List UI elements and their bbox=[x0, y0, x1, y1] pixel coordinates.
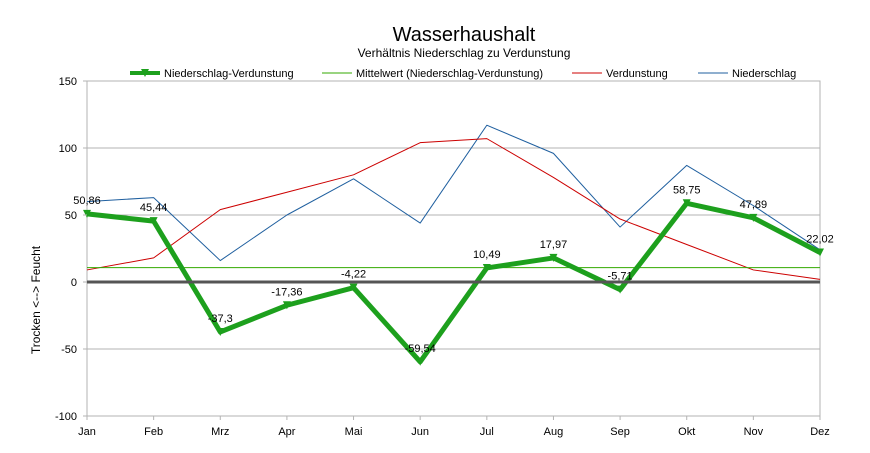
x-tick-label: Feb bbox=[144, 426, 163, 438]
data-label: -5,71 bbox=[608, 271, 633, 283]
data-label: 58,75 bbox=[673, 184, 701, 196]
chart-subtitle: Verhältnis Niederschlag zu Verdunstung bbox=[358, 46, 571, 60]
x-tick-label: Mai bbox=[345, 426, 363, 438]
x-tick-label: Jan bbox=[78, 426, 96, 438]
data-label: 22,02 bbox=[806, 233, 834, 245]
data-label: -17,36 bbox=[271, 286, 302, 298]
x-tick-label: Apr bbox=[278, 426, 295, 438]
legend-label: Niederschlag-Verdunstung bbox=[164, 68, 294, 80]
data-point bbox=[282, 301, 291, 310]
data-label: 47,89 bbox=[740, 199, 768, 211]
data-point bbox=[816, 248, 824, 257]
data-point bbox=[416, 357, 425, 366]
data-point bbox=[749, 213, 758, 222]
chart-title: Wasserhaushalt bbox=[393, 24, 536, 46]
data-point bbox=[616, 285, 625, 294]
legend: Niederschlag-Verdunstung Mittelwert (Nied… bbox=[130, 68, 796, 80]
x-tick-label: Okt bbox=[678, 426, 695, 438]
legend-label: Niederschlag bbox=[732, 68, 796, 80]
y-tick-label: -50 bbox=[61, 344, 77, 356]
x-tick-label: Sep bbox=[610, 426, 630, 438]
data-label: 10,49 bbox=[473, 249, 501, 261]
legend-marker bbox=[141, 69, 149, 77]
y-tick-label: 100 bbox=[59, 143, 77, 155]
data-point bbox=[349, 283, 358, 292]
data-label: 45,44 bbox=[140, 202, 168, 214]
data-point bbox=[216, 327, 225, 336]
data-label: -37,3 bbox=[208, 313, 233, 325]
data-label: 50,86 bbox=[73, 195, 101, 207]
legend-label: Mittelwert (Niederschlag-Verdunstung) bbox=[356, 68, 543, 80]
data-point bbox=[549, 253, 558, 262]
x-tick-label: Aug bbox=[544, 426, 564, 438]
y-tick-label: 150 bbox=[59, 76, 77, 88]
y-tick-label: -100 bbox=[55, 411, 77, 423]
x-tick-label: Nov bbox=[744, 426, 764, 438]
data-point bbox=[482, 263, 491, 272]
y-tick-label: 0 bbox=[71, 277, 77, 289]
series-line-2 bbox=[86, 138, 821, 280]
x-tick-label: Dez bbox=[810, 426, 830, 438]
series-layer: 50,86 45,44 -37,3 -17,36 -4,22 -59,54 10,49 17,… bbox=[73, 124, 834, 366]
data-label: 17,97 bbox=[540, 239, 568, 251]
data-point bbox=[149, 217, 158, 226]
data-label: -4,22 bbox=[341, 269, 366, 281]
y-tick-label: 50 bbox=[65, 210, 77, 222]
data-point bbox=[682, 199, 691, 208]
x-tick-label: Jul bbox=[480, 426, 494, 438]
data-label: -59,54 bbox=[405, 343, 436, 355]
data-point bbox=[83, 209, 91, 218]
series-line-0 bbox=[86, 200, 822, 365]
y-axis-label: Trocken <--> Feucht bbox=[29, 245, 43, 354]
legend-label: Verdunstung bbox=[606, 68, 668, 80]
series-line-3 bbox=[86, 124, 821, 262]
x-tick-label: Mrz bbox=[211, 426, 229, 438]
plot-area-frame bbox=[86, 80, 821, 417]
gridlines bbox=[86, 80, 821, 417]
x-tick-label: Jun bbox=[411, 426, 429, 438]
